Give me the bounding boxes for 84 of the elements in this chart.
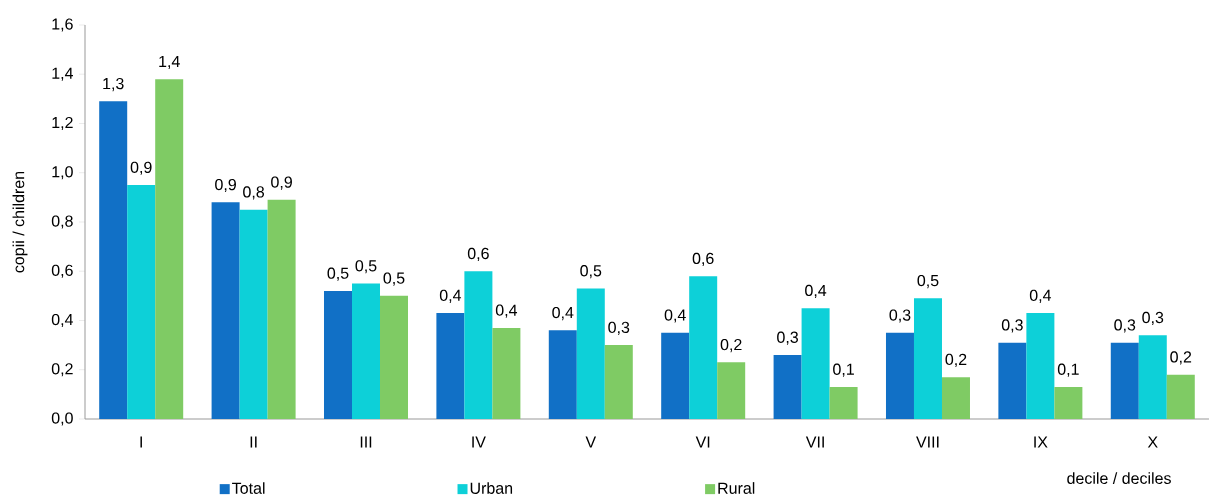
data-label: 0,4: [495, 304, 518, 318]
bar: [941, 377, 970, 419]
bar: [352, 283, 380, 419]
legend-label: Urban: [470, 482, 513, 494]
bar: [913, 298, 942, 419]
bar: [324, 290, 352, 419]
y-tick-label: 0,6: [51, 264, 73, 278]
x-tick-label: III: [360, 436, 372, 448]
y-tick-label: 0,8: [51, 215, 73, 229]
y-tick-label: 1,2: [52, 116, 73, 131]
data-label: 0,5: [580, 265, 602, 279]
bar: [998, 342, 1027, 419]
data-label: 0,3: [1001, 319, 1023, 333]
data-label: 0,4: [552, 306, 574, 321]
bar: [1166, 374, 1195, 419]
y-tick-label: 1,0: [52, 166, 73, 180]
data-label: 0,9: [130, 161, 152, 175]
data-label: 0,2: [1170, 351, 1192, 365]
data-label: 0,4: [1029, 289, 1052, 303]
x-tick-label: VI: [695, 436, 710, 448]
bar: [576, 288, 605, 419]
bar: [801, 308, 830, 419]
bar: [464, 271, 493, 419]
bar: [1054, 386, 1083, 419]
data-label: 0,3: [1114, 319, 1136, 333]
bar: [155, 79, 184, 419]
bar: [99, 101, 128, 419]
x-tick-label: V: [585, 436, 597, 448]
bar: [689, 276, 718, 419]
data-label: 0,3: [608, 321, 630, 335]
y-tick-label: 0,0: [51, 412, 73, 426]
bar: [661, 332, 690, 419]
bar: [717, 362, 746, 419]
data-label: 0,6: [692, 252, 714, 266]
bar: [548, 330, 577, 419]
data-label: 0,9: [271, 176, 292, 190]
y-tick-label: 1,6: [52, 18, 73, 32]
y-tick-label: 1,4: [52, 67, 73, 81]
data-label: 0,3: [889, 309, 911, 323]
data-label: 0,8: [243, 186, 265, 200]
bar: [492, 327, 521, 419]
data-label: 0,2: [945, 353, 967, 367]
bar: [773, 354, 802, 419]
data-label: 0,5: [327, 267, 349, 281]
x-axis-title: decile / deciles: [1067, 472, 1171, 484]
bar: [829, 386, 858, 419]
data-label: 0,2: [720, 338, 742, 353]
data-label: 0,4: [805, 284, 827, 298]
data-label: 1,3: [103, 77, 124, 92]
data-label: 0,4: [664, 309, 686, 323]
data-label: 0,3: [777, 331, 798, 345]
x-tick-label: IX: [1034, 436, 1048, 448]
data-label: 0,1: [833, 363, 854, 377]
x-tick-label: VIII: [916, 436, 939, 448]
bar: [380, 295, 408, 419]
bar: [239, 209, 268, 419]
y-tick-label: 0,2: [51, 363, 73, 377]
x-tick-label: IV: [472, 436, 486, 448]
x-tick-label: VII: [805, 436, 824, 448]
legend-label: Total: [232, 482, 265, 494]
data-label: 0,4: [439, 289, 462, 303]
bar: [1138, 335, 1167, 419]
legend-label: Rural: [718, 482, 755, 494]
x-tick-label: II: [250, 436, 257, 448]
bar: [267, 199, 296, 419]
bar: [885, 332, 914, 419]
y-axis-title: copii / children: [12, 171, 28, 273]
data-label: 0,1: [1057, 363, 1079, 377]
x-tick-label: X: [1147, 436, 1158, 448]
data-label: 1,4: [159, 55, 180, 69]
data-label: 0,6: [467, 247, 489, 262]
data-label: 0,5: [917, 274, 939, 289]
data-label: 0,9: [215, 178, 236, 193]
bar: [127, 185, 156, 419]
bar: [211, 202, 240, 419]
data-label: 0,5: [355, 260, 377, 274]
data-label: 0,5: [383, 272, 405, 286]
bar: [1026, 313, 1055, 419]
x-tick-label: I: [140, 436, 142, 448]
bar: [1110, 342, 1139, 419]
bar: [604, 345, 633, 419]
data-label: 0,3: [1142, 311, 1164, 326]
y-tick-label: 0,4: [51, 313, 73, 328]
bar: [436, 313, 465, 419]
